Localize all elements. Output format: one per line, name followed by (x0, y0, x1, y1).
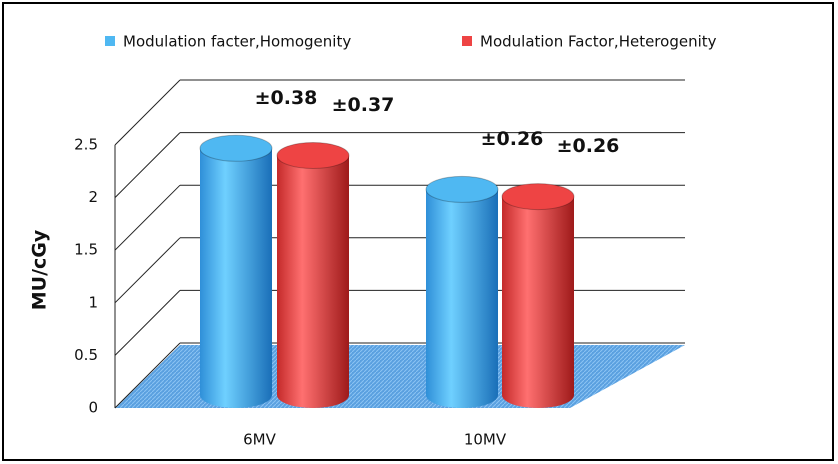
x-tick-label: 6MV (243, 431, 276, 449)
grid-line-side (114, 290, 181, 356)
cylinder (277, 155, 349, 408)
grid-line-side (114, 79, 181, 146)
cylinder (200, 148, 272, 408)
error-label: ±0.37 (332, 94, 395, 116)
cylinder-top (276, 141, 350, 169)
y-axis-title: MU/cGy (29, 229, 51, 310)
legend-swatch (105, 36, 115, 46)
cylinder-top (199, 134, 273, 162)
grid-line-side (114, 184, 181, 251)
y-tick-label: 0 (88, 399, 98, 417)
y-tick-label: 2.5 (74, 136, 98, 154)
cylinder (426, 189, 498, 408)
y-tick-label: 2 (88, 188, 98, 206)
error-label: ±0.26 (481, 128, 544, 150)
grid-line-side (114, 237, 181, 304)
legend-label: Modulation Factor,Heterogenity (480, 33, 717, 51)
error-label: ±0.38 (255, 87, 318, 109)
y-tick-label: 1 (88, 293, 98, 311)
cylinder-top (501, 183, 575, 211)
x-tick-label: 10MV (464, 431, 507, 449)
error-label: ±0.26 (557, 135, 620, 157)
legend-label: Modulation facter,Homogenity (123, 33, 351, 51)
y-tick-label: 0.5 (74, 346, 98, 364)
y-tick-label: 1.5 (74, 241, 98, 259)
grid-line-side (114, 132, 181, 198)
cylinder-top (425, 175, 499, 203)
cylinder (502, 196, 574, 408)
grid-line-side (114, 342, 181, 409)
legend-swatch (462, 36, 472, 46)
